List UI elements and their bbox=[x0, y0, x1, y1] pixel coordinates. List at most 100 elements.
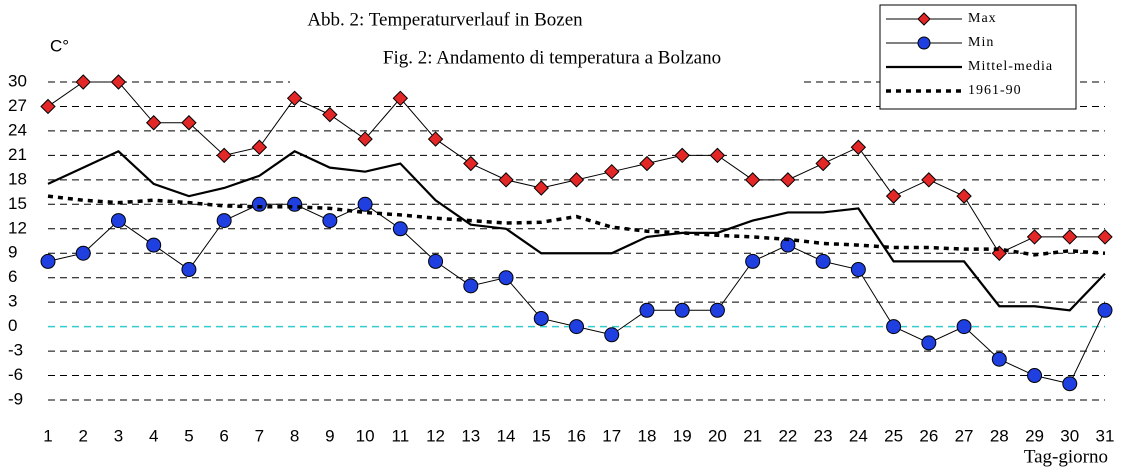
x-tick-label: 13 bbox=[461, 426, 480, 445]
x-tick-label: 25 bbox=[884, 426, 903, 445]
x-tick-label: 17 bbox=[602, 426, 621, 445]
subtitle-bg bbox=[290, 44, 800, 89]
x-tick-label: 5 bbox=[184, 426, 193, 445]
marker bbox=[569, 319, 584, 335]
x-tick-label: 23 bbox=[814, 426, 833, 445]
marker bbox=[251, 196, 267, 212]
marker bbox=[604, 163, 620, 180]
marker bbox=[427, 131, 444, 147]
marker bbox=[498, 270, 514, 286]
marker bbox=[815, 253, 831, 269]
chart-subtitle: Fig. 2: Andamento di temperatura a Bolza… bbox=[383, 47, 721, 68]
marker bbox=[216, 213, 232, 229]
marker bbox=[216, 147, 232, 164]
x-tick-label: 16 bbox=[567, 426, 586, 445]
marker bbox=[815, 155, 831, 172]
y-tick-label: -6 bbox=[8, 365, 23, 384]
marker bbox=[75, 245, 91, 261]
marker bbox=[956, 188, 972, 204]
y-tick-label: 15 bbox=[8, 194, 27, 213]
y-tick-label: 9 bbox=[8, 243, 17, 262]
legend-label: Mittel-media bbox=[968, 59, 1053, 74]
marker bbox=[463, 278, 479, 294]
x-tick-label: 7 bbox=[255, 426, 264, 445]
marker bbox=[1097, 229, 1113, 245]
y-tick-label: 18 bbox=[8, 169, 27, 188]
y-tick-label: 24 bbox=[8, 120, 27, 139]
marker bbox=[145, 115, 162, 131]
marker bbox=[709, 302, 725, 318]
marker bbox=[956, 319, 972, 335]
marker bbox=[709, 147, 726, 164]
series-line bbox=[47, 203, 1106, 385]
marker bbox=[40, 253, 56, 269]
x-tick-label: 8 bbox=[290, 426, 299, 445]
marker bbox=[322, 213, 338, 229]
marker bbox=[110, 213, 126, 229]
x-tick-label: 30 bbox=[1060, 426, 1079, 445]
marker bbox=[357, 196, 373, 212]
marker bbox=[886, 319, 902, 335]
y-tick-label: 27 bbox=[8, 96, 27, 115]
marker bbox=[1027, 368, 1043, 384]
marker bbox=[1062, 376, 1078, 392]
x-tick-label: 11 bbox=[392, 426, 410, 445]
title-bg bbox=[300, 8, 600, 34]
x-tick-label: 27 bbox=[955, 426, 974, 445]
y-tick-label: 0 bbox=[8, 316, 17, 335]
x-tick-label: 19 bbox=[673, 426, 692, 445]
marker bbox=[604, 327, 620, 343]
marker bbox=[674, 147, 690, 164]
series-line bbox=[47, 150, 1106, 312]
y-tick-label: 6 bbox=[8, 267, 17, 286]
x-tick-label: 24 bbox=[849, 426, 868, 445]
marker bbox=[639, 302, 655, 318]
marker bbox=[463, 155, 479, 172]
marker bbox=[991, 351, 1007, 367]
marker bbox=[498, 172, 514, 188]
x-tick-label: 12 bbox=[426, 426, 445, 445]
x-axis-label: Tag-giorno bbox=[1024, 446, 1108, 467]
marker bbox=[850, 262, 866, 278]
marker bbox=[75, 74, 91, 90]
x-tick-label: 20 bbox=[708, 426, 727, 445]
marker bbox=[1097, 302, 1113, 318]
marker bbox=[568, 172, 585, 188]
y-tick-label: 30 bbox=[8, 71, 27, 90]
y-tick-label: -3 bbox=[8, 341, 23, 360]
series-line bbox=[47, 194, 1106, 257]
legend-marker bbox=[917, 36, 931, 50]
x-tick-label: 10 bbox=[356, 426, 375, 445]
marker bbox=[357, 131, 373, 147]
legend-label: 1961-90 bbox=[968, 83, 1022, 98]
x-tick-label: 22 bbox=[778, 426, 797, 445]
marker bbox=[110, 74, 127, 90]
y-tick-label: 12 bbox=[8, 218, 27, 237]
marker bbox=[674, 302, 690, 318]
marker bbox=[885, 188, 902, 204]
x-tick-label: 4 bbox=[149, 426, 158, 445]
marker bbox=[286, 90, 303, 107]
marker bbox=[921, 335, 937, 351]
marker bbox=[780, 172, 796, 188]
x-tick-label: 15 bbox=[532, 426, 551, 445]
x-tick-label: 14 bbox=[497, 426, 516, 445]
grid bbox=[48, 81, 1105, 401]
marker bbox=[533, 180, 549, 196]
marker bbox=[181, 115, 197, 131]
marker bbox=[40, 98, 56, 115]
marker bbox=[850, 139, 867, 155]
marker bbox=[392, 90, 409, 107]
legend-label: Max bbox=[968, 11, 997, 26]
y-tick-label: 3 bbox=[8, 292, 17, 311]
marker bbox=[428, 253, 444, 269]
x-tick-label: 28 bbox=[990, 426, 1009, 445]
marker bbox=[745, 253, 761, 269]
y-tick-label: -9 bbox=[8, 389, 23, 408]
marker bbox=[392, 221, 408, 237]
legend-box bbox=[879, 4, 1077, 110]
marker bbox=[146, 237, 162, 253]
x-tick-label: 21 bbox=[743, 426, 762, 445]
x-tick-label: 31 bbox=[1096, 426, 1115, 445]
marker bbox=[533, 310, 549, 326]
